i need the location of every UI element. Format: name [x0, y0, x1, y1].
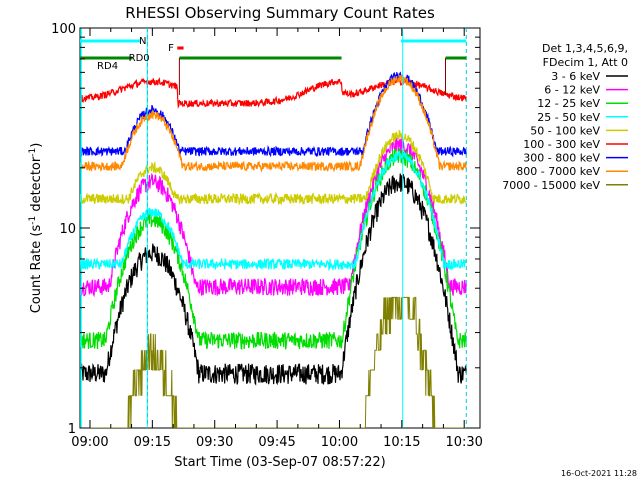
legend-entry-label: 7000 - 15000 keV: [502, 179, 600, 192]
series-line-5: [80, 76, 467, 110]
y-tick-label: 1: [68, 422, 76, 437]
legend-entry-label: 25 - 50 keV: [537, 111, 600, 124]
legend-header-line: FDecim 1, Att 0: [543, 56, 628, 69]
legend-entry-label: 6 - 12 keV: [544, 84, 600, 97]
y-axis-label-end: ): [29, 143, 44, 148]
series-layer: [80, 71, 467, 428]
y-axis-label-base: Count Rate (s: [29, 225, 44, 314]
legend-header-line: Det 1,3,4,5,6,9,: [542, 42, 628, 55]
legend-entry-label: 100 - 300 keV: [523, 138, 600, 151]
series-line-7: [80, 74, 467, 173]
legend-entry-label: 800 - 7000 keV: [516, 165, 600, 178]
chart-title: RHESSI Observing Summary Count Rates: [125, 4, 435, 22]
x-axis: 09:00 09:15 09:30 09:45 10:00 10:15 10:30: [71, 28, 483, 450]
series-line-8: [80, 296, 467, 428]
night-label: N: [139, 36, 146, 47]
footer-timestamp: 16-Oct-2021 11:28: [561, 469, 637, 478]
legend: Det 1,3,4,5,6,9,FDecim 1, Att 03 - 6 keV…: [502, 42, 628, 192]
series-line-0: [80, 173, 467, 386]
x-tick-label: 10:15: [383, 435, 420, 450]
series-line-3: [80, 151, 467, 272]
legend-entry-label: 300 - 800 keV: [523, 152, 600, 165]
legend-entry-label: 50 - 100 keV: [530, 124, 600, 137]
y-tick-label: 10: [59, 222, 76, 237]
legend-entry-label: 3 - 6 keV: [551, 70, 600, 83]
x-tick-label: 10:00: [321, 435, 358, 450]
x-tick-label: 09:30: [196, 435, 233, 450]
x-axis-label: Start Time (03-Sep-07 08:57:22): [174, 455, 385, 470]
y-axis-label-exp2: -1: [28, 148, 38, 157]
y-axis-label: Count Rate (s-1 detector-1): [28, 143, 44, 314]
y-tick-label: 100: [51, 22, 76, 37]
rd0-label: RD0: [129, 53, 150, 64]
legend-entry-label: 12 - 25 keV: [537, 97, 600, 110]
y-axis: 1 10 100: [51, 22, 480, 437]
y-axis-label-exp1: -1: [28, 216, 38, 225]
x-tick-label: 10:30: [445, 435, 482, 450]
rd4-label: RD4: [97, 61, 118, 72]
fast-rate-label: F: [168, 43, 174, 54]
series-line-4: [80, 129, 467, 206]
x-tick-label: 09:15: [134, 435, 171, 450]
y-axis-label-mid: detector: [29, 156, 44, 216]
x-tick-label: 09:45: [258, 435, 295, 450]
x-tick-label: 09:00: [71, 435, 108, 450]
